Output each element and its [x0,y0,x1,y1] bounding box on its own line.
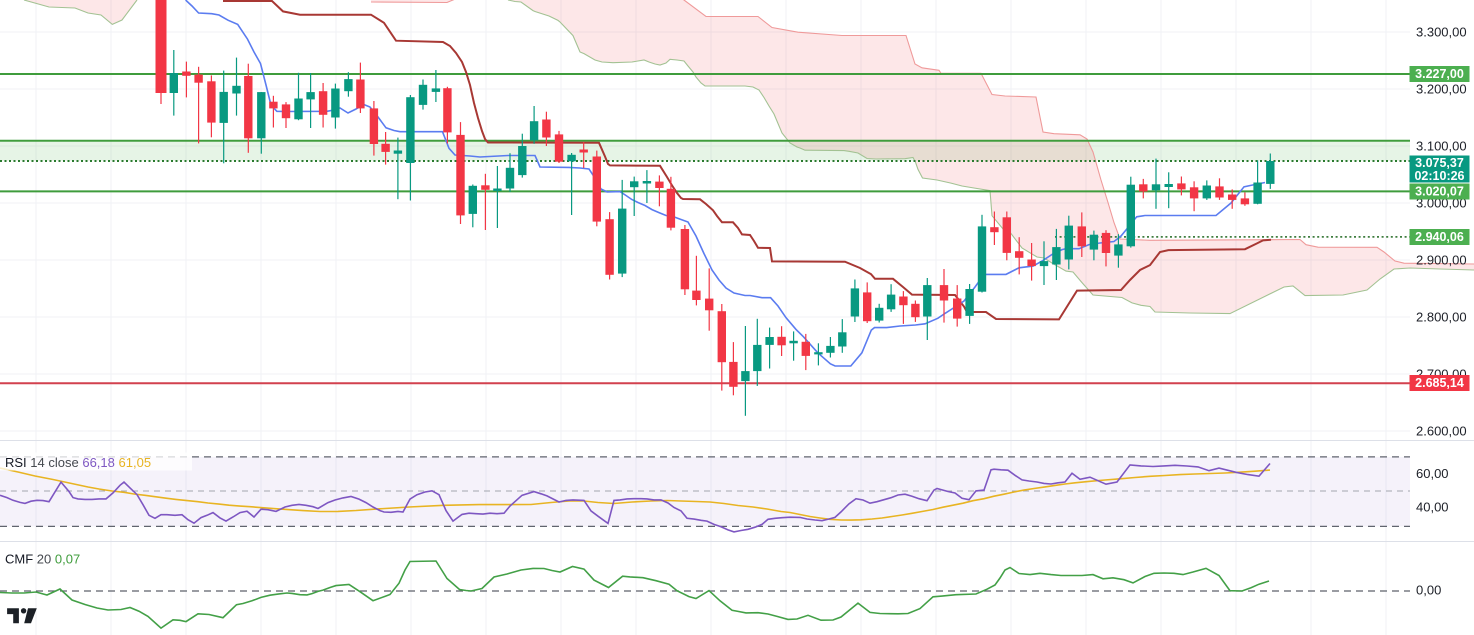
svg-text:2.940,06: 2.940,06 [1415,230,1464,244]
svg-text:3.300,00: 3.300,00 [1416,25,1467,40]
svg-text:60,00: 60,00 [1416,466,1449,481]
svg-text:3.075,37: 3.075,37 [1415,156,1464,170]
svg-text:3.227,00: 3.227,00 [1415,67,1464,81]
svg-text:2.800,00: 2.800,00 [1416,310,1467,325]
svg-text:3.200,00: 3.200,00 [1416,82,1467,97]
svg-text:02:10:26: 02:10:26 [1414,169,1464,183]
svg-text:3.100,00: 3.100,00 [1416,139,1467,154]
svg-text:2.685,14: 2.685,14 [1415,376,1464,390]
svg-text:2.900,00: 2.900,00 [1416,253,1467,268]
svg-text:40,00: 40,00 [1416,500,1449,515]
svg-text:RSI 14 close 66,18 61,05: RSI 14 close 66,18 61,05 [5,455,151,470]
svg-text:CMF 20 0,07: CMF 20 0,07 [5,552,80,567]
svg-text:3.020,07: 3.020,07 [1415,185,1464,199]
svg-text:2.600,00: 2.600,00 [1416,424,1467,439]
svg-text:0,00: 0,00 [1416,583,1441,598]
